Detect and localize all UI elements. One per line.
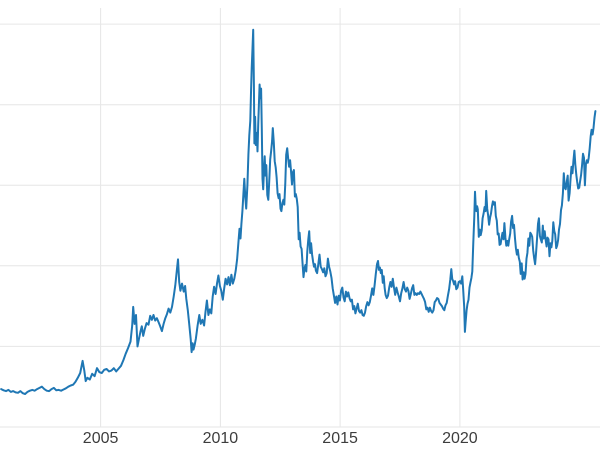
gridlines — [0, 8, 600, 428]
x-tick-label: 2020 — [442, 430, 478, 447]
x-tick-label: 2005 — [83, 430, 119, 447]
price-line-series — [0, 28, 597, 395]
x-tick-label: 2015 — [322, 430, 358, 447]
x-axis-tick-labels: 2005 2010 2015 2020 — [83, 430, 478, 447]
x-tick-label: 2010 — [203, 430, 239, 447]
series-line — [0, 28, 597, 395]
